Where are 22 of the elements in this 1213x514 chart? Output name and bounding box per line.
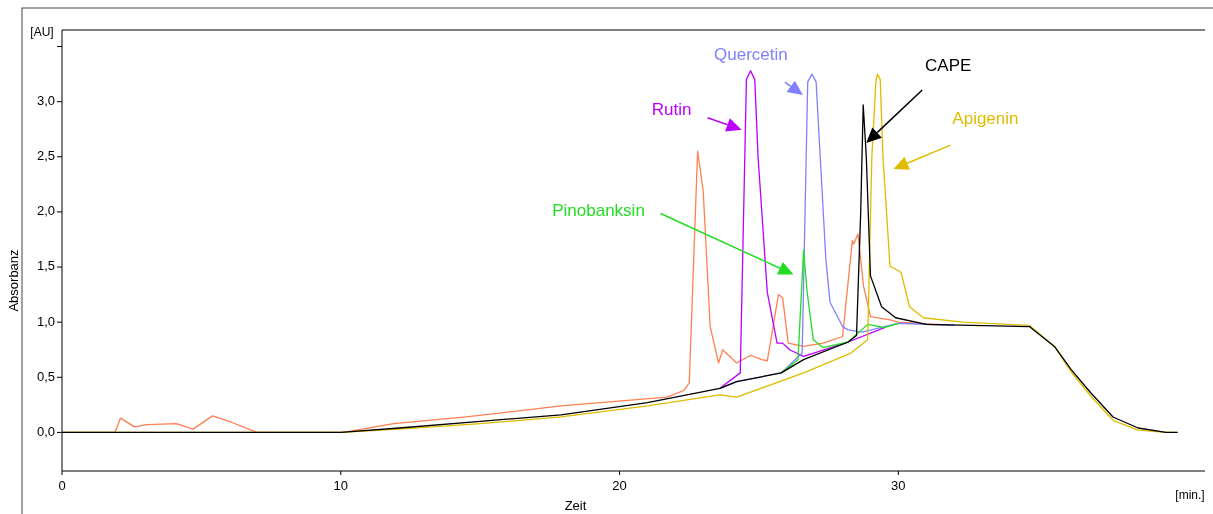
text: [min.] [1175,488,1205,502]
x-tick-label: 10 [333,478,349,493]
x-tick-label: 20 [612,478,627,493]
text: Apigenin [952,108,1019,128]
line-series [780,249,899,374]
x-axis-title: Zeit [564,498,587,513]
y-axis-title: Absorbanz [6,249,21,312]
y-tick-label: 2,0 [36,203,55,219]
y-tick-label: 3,0 [36,93,55,109]
y-tick-label: 0,0 [36,423,55,439]
y-tick-label: 0,5 [36,368,55,384]
x-tick-label: 30 [891,478,906,493]
y-tick-label: 2,5 [36,148,55,164]
legend-label: Rutin [651,100,692,120]
y-tick-label: 1,5 [36,258,55,274]
line-series [719,70,886,389]
text: [AU] [30,25,54,39]
series-label: Quercetin [714,44,788,64]
text: CAPE [925,56,972,76]
x-tick-label: 0 [58,478,66,493]
y-tick-label: 1,0 [36,313,55,329]
text: Pinobanksin [552,200,645,220]
